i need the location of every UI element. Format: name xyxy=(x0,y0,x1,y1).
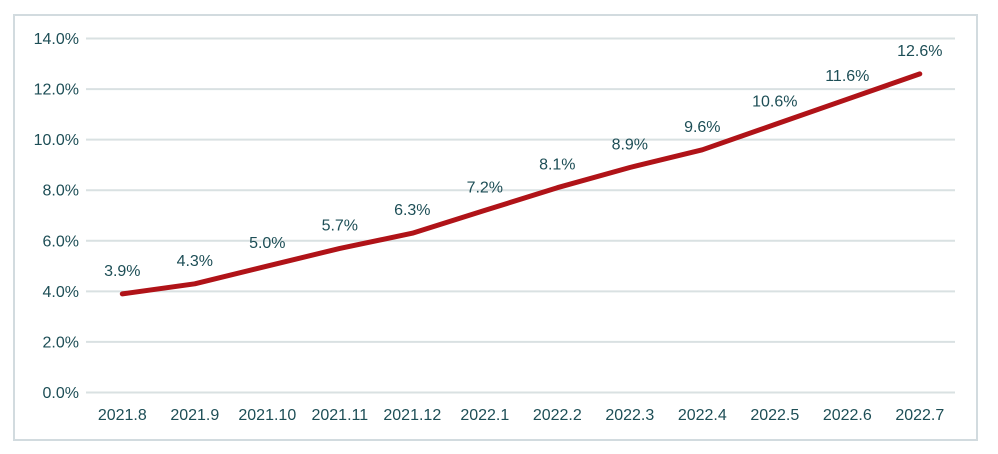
y-axis-tick-label: 14.0% xyxy=(34,31,79,48)
x-axis-tick-label: 2022.6 xyxy=(823,407,872,424)
x-axis-tick-label: 2022.5 xyxy=(750,407,799,424)
y-axis-tick-label: 0.0% xyxy=(43,385,79,402)
x-axis-tick-label: 2021.9 xyxy=(170,407,219,424)
x-axis-tick-label: 2021.8 xyxy=(98,407,147,424)
x-axis-tick-label: 2021.11 xyxy=(311,407,368,424)
y-axis-tick-label: 10.0% xyxy=(34,132,79,149)
y-axis-tick-label: 8.0% xyxy=(43,183,79,200)
y-axis-tick-label: 12.0% xyxy=(34,82,79,99)
y-axis-tick-label: 2.0% xyxy=(43,334,79,351)
data-point-label: 6.3% xyxy=(394,202,430,219)
chart-border xyxy=(13,14,978,441)
x-axis-tick-label: 2022.2 xyxy=(533,407,582,424)
series-line xyxy=(119,71,923,297)
y-axis-tick-label: 4.0% xyxy=(43,284,79,301)
data-point-label: 11.6% xyxy=(825,68,869,85)
x-axis-tick-label: 2021.12 xyxy=(383,407,441,424)
data-point-label: 8.9% xyxy=(612,136,648,153)
data-point-label: 9.6% xyxy=(684,119,720,136)
x-axis-tick-label: 2022.7 xyxy=(895,407,944,424)
data-point-label: 5.0% xyxy=(249,235,285,252)
data-point-label: 7.2% xyxy=(467,179,503,196)
data-point-label: 12.6% xyxy=(897,43,942,60)
data-point-label: 4.3% xyxy=(177,253,213,270)
data-point-label: 3.9% xyxy=(104,263,140,280)
x-axis-tick-label: 2022.3 xyxy=(605,407,654,424)
data-point-label: 8.1% xyxy=(539,157,575,174)
x-axis-tick-label: 2021.10 xyxy=(238,407,296,424)
data-point-label: 10.6% xyxy=(752,93,797,110)
y-axis-tick-label: 6.0% xyxy=(43,233,79,250)
x-axis-tick-label: 2022.4 xyxy=(678,407,727,424)
x-axis-tick-label: 2022.1 xyxy=(460,407,509,424)
data-point-label: 5.7% xyxy=(322,217,358,234)
